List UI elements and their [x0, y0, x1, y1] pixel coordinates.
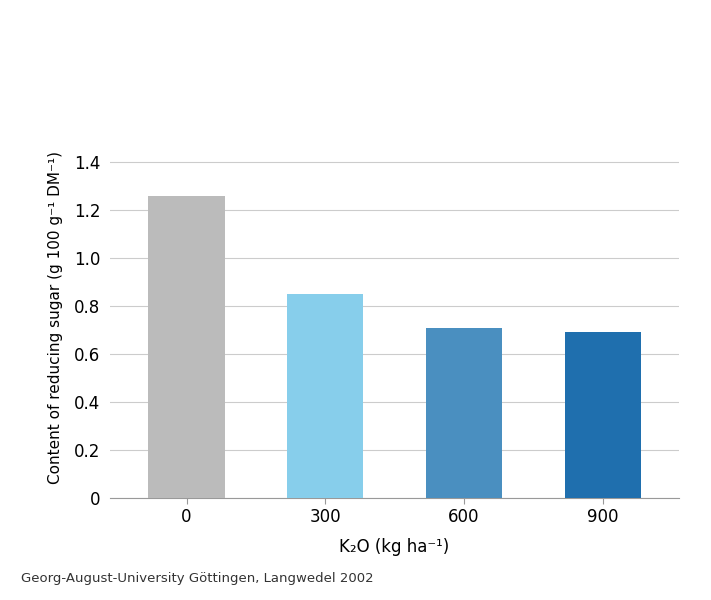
- Text: Georg-August-University Göttingen, Langwedel 2002: Georg-August-University Göttingen, Langw…: [21, 572, 374, 585]
- Bar: [565, 332, 641, 498]
- Bar: [426, 328, 502, 498]
- Text: of reducing sugar of potatoes: of reducing sugar of potatoes: [198, 58, 513, 76]
- Bar: [149, 196, 225, 498]
- Y-axis label: Content of reducing sugar (g 100 g⁻¹ DM⁻¹): Content of reducing sugar (g 100 g⁻¹ DM⁻…: [48, 151, 63, 485]
- X-axis label: K₂O (kg ha⁻¹): K₂O (kg ha⁻¹): [339, 538, 450, 556]
- Text: Effect of different potassium fertilisation on content: Effect of different potassium fertilisat…: [77, 25, 634, 44]
- Bar: [287, 294, 363, 498]
